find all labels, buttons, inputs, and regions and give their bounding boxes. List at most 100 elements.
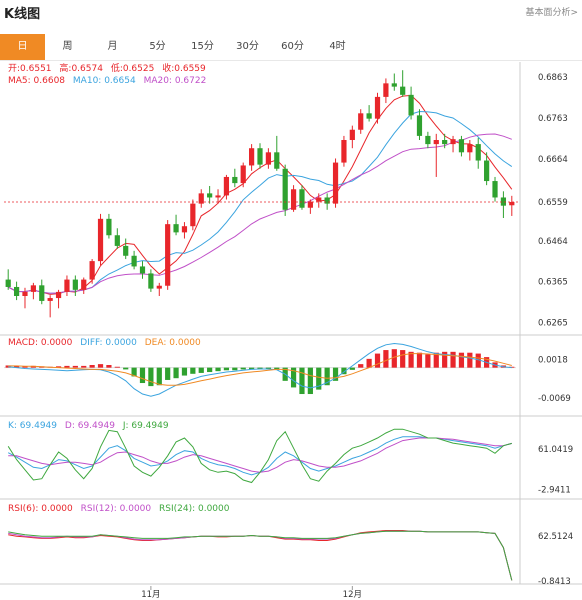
candle-body [165, 224, 171, 286]
macd-bar [391, 349, 397, 368]
macd-bar [299, 367, 305, 395]
candle-body [148, 273, 154, 289]
macd-bar [366, 358, 372, 368]
macd-bar [383, 350, 389, 368]
ma10-value: MA10: 0.6654 [72, 76, 136, 86]
j-value: J: 69.4949 [122, 421, 169, 431]
candle-body [190, 203, 196, 227]
candle-body [458, 139, 465, 153]
tab-day[interactable]: 日 [0, 34, 45, 60]
tab-60min[interactable]: 60分 [281, 41, 304, 52]
price-y-tick-1: 0.6763 [538, 114, 568, 124]
macd-bar [249, 367, 255, 370]
ma-legend: MA5: 0.6608 MA10: 0.6654 MA20: 0.6722 [8, 76, 211, 87]
macd-bar [148, 367, 154, 387]
rsi-legend: RSI(6): 0.0000 RSI(12): 0.0000 RSI(24): … [8, 504, 234, 515]
rsi-y-tick-0: 62.5124 [538, 532, 573, 542]
macd-diff-line [8, 342, 512, 397]
candle-body [442, 140, 448, 145]
macd-bar [131, 367, 137, 377]
macd-bar [114, 366, 120, 368]
ma5-line [7, 94, 513, 295]
macd-bar [307, 367, 313, 395]
candle-body [156, 285, 162, 289]
candle-body [47, 298, 53, 301]
candle-body [39, 285, 45, 301]
macd-bar [89, 365, 95, 368]
rsi-series-line-0 [8, 530, 513, 581]
candle-body [484, 160, 490, 182]
fundamental-analysis-link[interactable]: 基本面分析> [525, 8, 578, 18]
candle-body [106, 218, 112, 236]
macd-bar [257, 367, 263, 369]
macd-bar [442, 351, 448, 368]
macd-dea-line [8, 353, 512, 386]
macd-bar [165, 367, 171, 380]
macd-bar [181, 367, 188, 376]
candle-body [433, 140, 439, 145]
candle-body [55, 291, 62, 299]
macd-bar [156, 367, 162, 386]
candle-body [341, 140, 347, 163]
period-tabs: 日 周 月 5分 15分 30分 60分 4时 [0, 34, 582, 61]
diff-value: DIFF: 0.0000 [80, 338, 137, 348]
tab-week[interactable]: 周 [62, 41, 73, 52]
candle-body [89, 261, 95, 280]
candle-body [366, 113, 372, 119]
macd-bar [198, 367, 204, 373]
macd-bar [173, 367, 179, 379]
kdj-j-line [7, 428, 512, 484]
tab-month[interactable]: 月 [107, 41, 118, 52]
macd-bar [341, 367, 347, 375]
price-y-tick-0: 0.6863 [538, 73, 568, 83]
macd-y-tick-1: -0.0069 [538, 394, 571, 404]
candle-body [282, 168, 288, 210]
tab-5min[interactable]: 5分 [149, 41, 166, 52]
tab-15min[interactable]: 15分 [191, 41, 214, 52]
candle-body [307, 201, 313, 208]
candle-body [349, 129, 355, 140]
candle-body [391, 83, 397, 87]
chart-title: K线图 [4, 7, 41, 22]
macd-y-tick-0: 0.0018 [538, 356, 568, 366]
candle-body [173, 224, 179, 233]
kdj-k-line [7, 436, 512, 476]
high-value: 高:0.6574 [59, 64, 103, 74]
macd-bar [332, 367, 339, 381]
candle-body [257, 148, 263, 165]
open-value: 开:0.6551 [8, 64, 52, 74]
macd-bar [97, 364, 104, 368]
candle-body [332, 162, 339, 204]
macd-bar [5, 365, 11, 368]
dea-value: DEA: 0.0000 [144, 338, 201, 348]
last-price-label: 0.6559 [538, 198, 568, 208]
x-tick-label-1: 12月 [343, 590, 362, 600]
macd-bar [13, 365, 20, 368]
tab-30min[interactable]: 30分 [236, 41, 259, 52]
candle-body [131, 255, 137, 267]
candle-body [358, 113, 364, 130]
low-value: 低:0.6525 [110, 64, 155, 74]
candle-body [299, 189, 305, 208]
k-value: K: 69.4949 [8, 421, 58, 431]
rsi12-value: RSI(12): 0.0000 [80, 504, 152, 514]
candle-body [374, 96, 381, 119]
macd-bar [72, 365, 78, 368]
ma20-value: MA20: 0.6722 [143, 76, 207, 86]
tab-4hour[interactable]: 4时 [329, 41, 346, 52]
macd-bar [349, 367, 355, 370]
macd-value: MACD: 0.0000 [8, 338, 73, 348]
x-tick-label-0: 11月 [141, 590, 160, 600]
macd-legend: MACD: 0.0000 DIFF: 0.0000 DEA: 0.0000 [8, 338, 206, 349]
macd-bar [106, 365, 112, 368]
candle-body [114, 235, 120, 246]
price-y-tick-3: 0.6464 [538, 237, 568, 247]
candle-body [425, 135, 431, 145]
macd-bar [232, 367, 238, 371]
macd-bar [316, 367, 322, 390]
close-value: 收:0.6559 [162, 64, 206, 74]
macd-bar [139, 367, 146, 384]
candle-body [97, 218, 104, 262]
candle-body [492, 181, 498, 198]
